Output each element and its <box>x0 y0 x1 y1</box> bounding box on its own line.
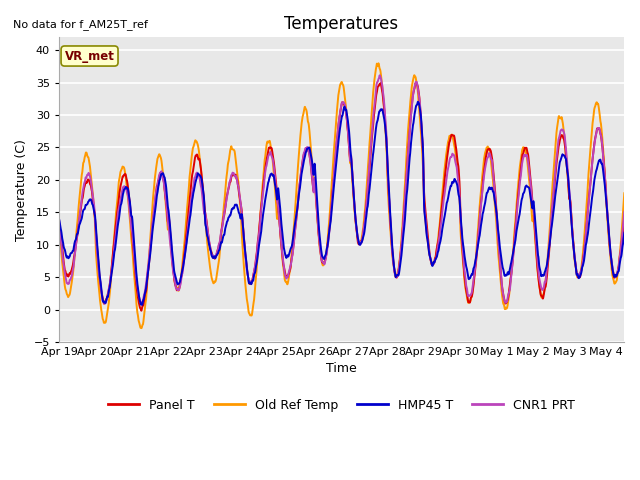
Text: No data for f_AM25T_ref: No data for f_AM25T_ref <box>13 19 148 30</box>
CNR1 PRT <box>477 199 485 204</box>
Line: Panel T: Panel T <box>59 83 640 311</box>
Line: Old Ref Temp: Old Ref Temp <box>59 63 640 328</box>
Title: Temperatures: Temperatures <box>284 15 399 33</box>
Panel T <box>138 308 145 313</box>
CNR1 PRT <box>101 301 109 307</box>
HMP45 T <box>632 159 640 165</box>
HMP45 T <box>550 208 557 214</box>
Legend: Panel T, Old Ref Temp, HMP45 T, CNR1 PRT: Panel T, Old Ref Temp, HMP45 T, CNR1 PRT <box>103 394 580 417</box>
Old Ref Temp <box>632 115 640 121</box>
Panel T <box>515 189 522 195</box>
Panel T <box>376 80 384 86</box>
Panel T <box>550 193 557 199</box>
Old Ref Temp <box>515 179 522 184</box>
Old Ref Temp <box>55 225 63 230</box>
CNR1 PRT <box>376 72 383 78</box>
CNR1 PRT <box>632 133 640 139</box>
Line: HMP45 T: HMP45 T <box>59 102 640 305</box>
X-axis label: Time: Time <box>326 362 357 375</box>
Panel T <box>632 139 640 144</box>
HMP45 T <box>639 193 640 199</box>
Old Ref Temp <box>550 169 557 175</box>
CNR1 PRT <box>515 194 522 200</box>
Old Ref Temp <box>426 253 434 259</box>
Old Ref Temp <box>138 325 145 331</box>
Old Ref Temp <box>477 183 485 189</box>
Y-axis label: Temperature (C): Temperature (C) <box>15 139 28 240</box>
HMP45 T <box>414 99 422 105</box>
HMP45 T <box>515 216 522 222</box>
CNR1 PRT <box>426 253 434 259</box>
CNR1 PRT <box>55 216 63 222</box>
Old Ref Temp <box>175 288 182 294</box>
Panel T <box>477 198 485 204</box>
Old Ref Temp <box>639 188 640 194</box>
HMP45 T <box>175 281 182 287</box>
Panel T <box>55 220 63 226</box>
HMP45 T <box>138 302 146 308</box>
CNR1 PRT <box>550 189 557 194</box>
Panel T <box>426 253 434 259</box>
Panel T <box>639 191 640 196</box>
Line: CNR1 PRT: CNR1 PRT <box>59 75 640 304</box>
HMP45 T <box>477 220 485 226</box>
HMP45 T <box>426 254 434 260</box>
CNR1 PRT <box>639 187 640 192</box>
CNR1 PRT <box>175 287 182 293</box>
Text: VR_met: VR_met <box>65 49 115 62</box>
Panel T <box>175 287 182 292</box>
Old Ref Temp <box>374 60 382 66</box>
HMP45 T <box>55 216 63 222</box>
